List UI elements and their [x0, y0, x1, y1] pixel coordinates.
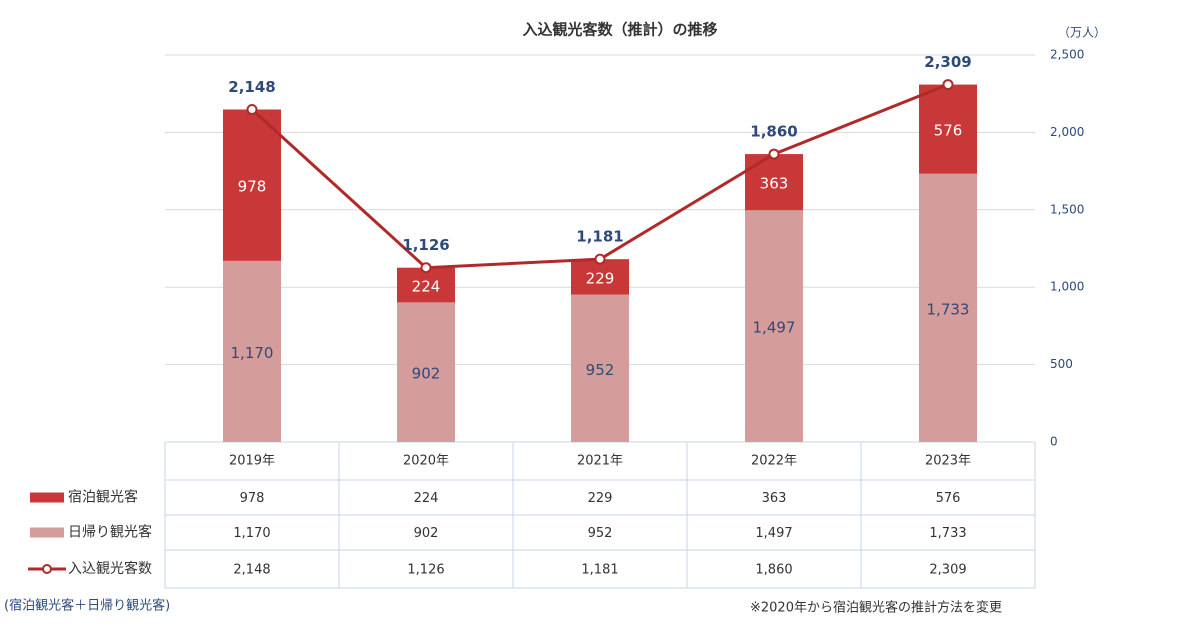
bar-value-label: 978: [238, 178, 267, 196]
line-value-label: 2,309: [924, 53, 971, 71]
line-point: [942, 79, 954, 91]
line-value-label: 1,126: [402, 236, 449, 254]
table-cell: 229: [588, 491, 613, 506]
bar-value-label: 229: [586, 269, 615, 287]
y-tick-label: 500: [1050, 357, 1073, 371]
bar-value-label: 1,170: [231, 344, 274, 362]
line-point: [768, 148, 780, 160]
table-cell: 1,170: [233, 526, 270, 541]
legend-label: 入込観光客数: [68, 560, 152, 577]
bar: [571, 259, 629, 295]
bar-value-label: 224: [412, 278, 441, 296]
table-cell: 2,148: [233, 563, 270, 578]
legend-swatch: [42, 564, 52, 574]
table-cell: 224: [414, 491, 439, 506]
y-tick-label: 0: [1050, 435, 1058, 449]
line-point: [594, 253, 606, 265]
x-tick-label: 2020年: [403, 454, 449, 469]
bar: [919, 84, 977, 174]
bar-value-label: 363: [760, 175, 789, 193]
y-tick-label: 1,500: [1050, 202, 1084, 216]
legend-swatch: [30, 492, 64, 503]
legend-swatch: [30, 527, 64, 538]
note: (宿泊観光客＋日帰り観光客): [4, 598, 170, 614]
y-tick-label: 1,000: [1050, 280, 1084, 294]
bar: [745, 210, 803, 442]
table-cell: 1,126: [407, 563, 444, 578]
note: ※2020年から宿泊観光客の推計方法を変更: [750, 600, 1002, 616]
chart-title: 入込観光客数（推計）の推移: [522, 21, 717, 39]
bar-value-label: 902: [412, 365, 441, 383]
x-tick-label: 2021年: [577, 454, 623, 469]
table-cell: 978: [240, 491, 265, 506]
line-value-label: 1,860: [750, 123, 797, 141]
table-cell: 952: [588, 526, 613, 541]
table-cell: 576: [936, 491, 961, 506]
x-tick-label: 2023年: [925, 454, 971, 469]
bar-value-label: 576: [934, 122, 963, 140]
legend-label: 日帰り観光客: [68, 524, 152, 541]
bar: [223, 109, 281, 261]
x-tick-label: 2019年: [229, 454, 275, 469]
y-tick-label: 2,000: [1050, 125, 1084, 139]
bar: [571, 294, 629, 442]
legend-label: 宿泊観光客: [68, 489, 138, 506]
table-cell: 1,860: [755, 563, 792, 578]
bar: [223, 260, 281, 442]
line-value-label: 1,181: [576, 228, 623, 246]
bar-value-label: 1,497: [753, 319, 796, 337]
bar: [919, 173, 977, 442]
bar: [397, 302, 455, 442]
y-tick-label: 2,500: [1050, 48, 1084, 62]
line-point: [420, 262, 432, 274]
y-axis-unit: （万人）: [1058, 26, 1106, 40]
line-point: [246, 103, 258, 115]
table-cell: 1,497: [755, 526, 792, 541]
line-value-label: 2,148: [228, 78, 275, 96]
bar-value-label: 1,733: [927, 300, 970, 318]
table-cell: 1,733: [929, 526, 966, 541]
table-cell: 1,181: [581, 563, 618, 578]
x-tick-label: 2022年: [751, 454, 797, 469]
bar-value-label: 952: [586, 361, 615, 379]
table-cell: 363: [762, 491, 787, 506]
bar: [397, 267, 455, 303]
table-cell: 902: [414, 526, 439, 541]
table-cell: 2,309: [929, 563, 966, 578]
bar: [745, 154, 803, 211]
